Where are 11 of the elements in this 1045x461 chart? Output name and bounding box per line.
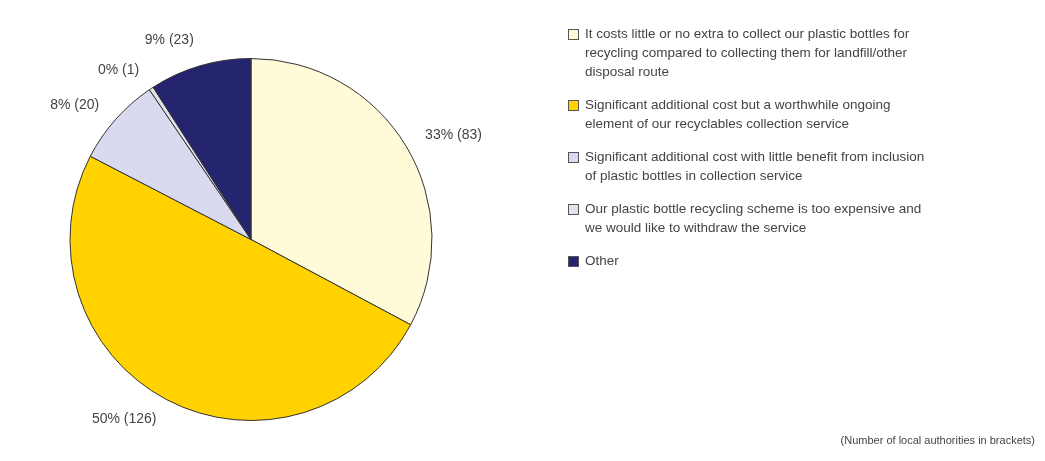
legend-label: Other bbox=[585, 252, 619, 270]
text: (Number of local authorities in brackets) bbox=[840, 434, 1035, 446]
data-label: 9% (23) bbox=[144, 30, 194, 47]
legend-label: Our plastic bottle recycling scheme is too expensive and we would like to withdraw the service bbox=[585, 200, 923, 237]
data-label: 0% (1) bbox=[97, 60, 140, 77]
data-label: 8% (20) bbox=[50, 95, 100, 112]
legend-label: Significant additional cost with little benefit from inclusion of plastic bottles in collection service bbox=[585, 148, 926, 185]
legend-label: Significant additional cost but a worthwhile ongoing element of our recyclables collection service bbox=[585, 96, 892, 133]
data-label: 33% (83) bbox=[425, 125, 482, 142]
data-label: 50% (126) bbox=[91, 410, 157, 427]
legend-label: It costs little or no extra to collect our plastic bottles for recycling compared to collecting them for landfill/other disposal route bbox=[585, 25, 911, 81]
